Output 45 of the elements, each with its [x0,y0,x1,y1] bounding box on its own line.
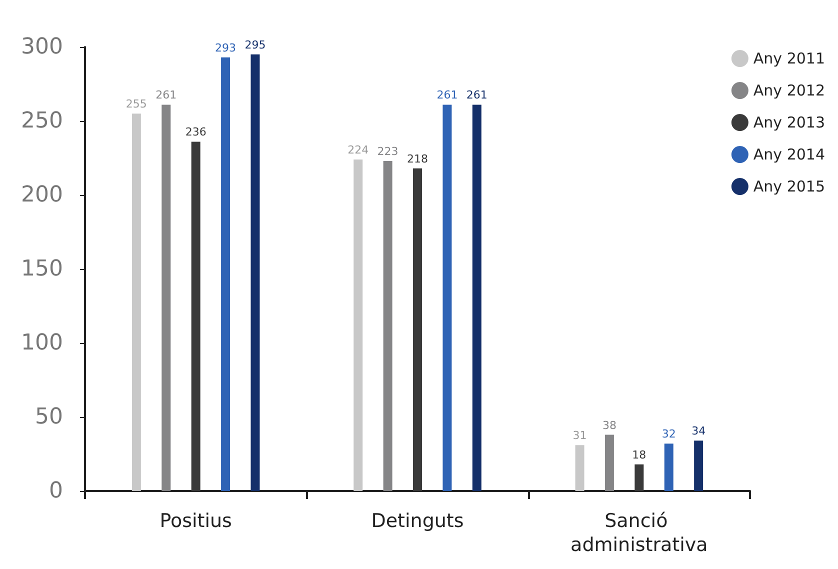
bar [191,142,200,491]
data-label: 261 [436,88,458,102]
y-tick-label: 0 [49,478,63,504]
legend-label: Any 2012 [753,82,826,100]
data-label: 223 [377,144,398,158]
data-label: 34 [692,424,706,438]
bar [472,104,482,491]
y-tick-label: 250 [21,108,63,134]
data-label: 295 [244,38,266,52]
y-tick-label: 50 [35,404,63,430]
bar [250,54,260,491]
x-tick-label: Detinguts [371,510,464,532]
y-tick-label: 200 [21,182,63,208]
legend-label: Any 2011 [753,50,826,68]
legend-label: Any 2015 [753,178,826,196]
bar [383,160,392,491]
bar [604,434,614,491]
bar [132,114,141,491]
x-tick-label: Positius [160,510,232,532]
legend-label: Any 2014 [753,146,826,164]
data-label: 218 [407,152,428,166]
y-tick-label: 100 [21,330,63,356]
x-tick-label: Sanció administrativa [570,510,708,556]
bar [694,440,704,491]
legend-label: Any 2013 [753,114,826,132]
y-tick-label: 150 [21,256,63,282]
data-label: 261 [156,88,177,102]
data-label: 38 [602,418,616,432]
data-label: 261 [466,88,488,102]
data-label: 224 [348,143,369,156]
bar [221,57,230,491]
bar [442,104,452,491]
y-tick-label: 300 [21,34,63,60]
bar [634,464,644,491]
data-label: 293 [215,41,236,54]
data-label: 255 [126,98,147,111]
bar [664,444,674,491]
bar [354,159,363,491]
data-label: 32 [662,428,676,441]
data-label: 31 [572,429,587,442]
bar [575,445,584,491]
bar [162,104,171,491]
data-label: 236 [185,126,206,139]
bar [413,168,422,491]
data-label: 18 [632,448,646,462]
